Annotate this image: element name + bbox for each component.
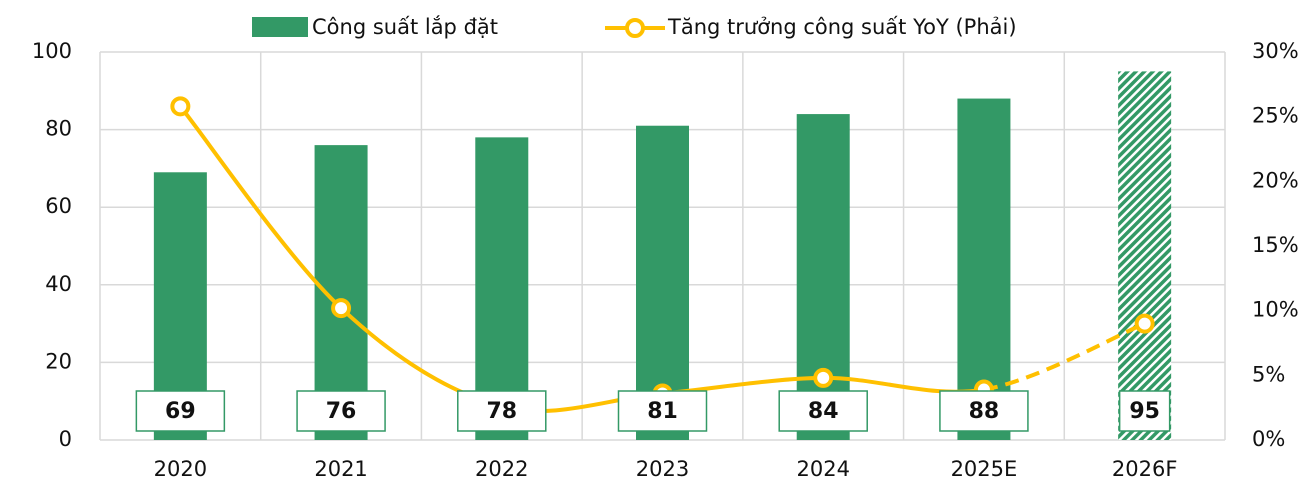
data-label: 84 (808, 399, 839, 424)
line-marker (1134, 313, 1155, 334)
x-tick-label: 2023 (636, 457, 689, 481)
x-tick-label: 2020 (154, 457, 207, 481)
y2-tick-label: 20% (1252, 168, 1299, 192)
y-tick-label: 40 (45, 272, 72, 296)
data-label-box (296, 390, 386, 432)
bar (1118, 71, 1172, 441)
y-tick-label: 100 (32, 39, 72, 63)
x-tick-label: 2025E (951, 457, 1018, 481)
legend-marker (625, 18, 645, 38)
data-label: 78 (486, 399, 517, 424)
legend-label: Tăng trưởng công suất YoY (Phải) (667, 15, 1017, 39)
data-label: 76 (326, 399, 357, 424)
data-label-box (617, 390, 708, 432)
data-label: 69 (165, 399, 196, 424)
data-label-box (939, 390, 1029, 432)
y-tick-label: 60 (45, 194, 72, 218)
y2-tick-label: 5% (1252, 362, 1285, 386)
data-label-box (135, 390, 226, 432)
data-label-box (778, 390, 868, 432)
y2-tick-label: 0% (1252, 427, 1285, 451)
x-tick-label: 2022 (475, 457, 528, 481)
x-tick-label: 2021 (314, 457, 367, 481)
y-tick-label: 20 (45, 349, 72, 373)
data-label: 95 (1129, 399, 1160, 424)
line-marker (331, 298, 352, 319)
y2-tick-label: 25% (1252, 104, 1299, 128)
y2-tick-label: 10% (1252, 298, 1299, 322)
x-tick-label: 2024 (796, 457, 849, 481)
y2-tick-label: 30% (1252, 39, 1299, 63)
y-tick-label: 80 (45, 117, 72, 141)
legend-swatch (252, 17, 308, 37)
data-label-box (457, 390, 547, 432)
y2-tick-label: 15% (1252, 233, 1299, 257)
line-forecast (983, 321, 1146, 392)
data-label-box (1118, 390, 1171, 432)
x-tick-label: 2026F (1112, 457, 1178, 481)
data-label: 88 (969, 399, 1000, 424)
line-marker (813, 367, 834, 388)
y-tick-label: 0 (59, 427, 72, 451)
legend-label: Công suất lắp đặt (312, 15, 498, 39)
data-label: 81 (647, 399, 678, 424)
line-marker (170, 96, 191, 117)
bar (475, 137, 529, 441)
